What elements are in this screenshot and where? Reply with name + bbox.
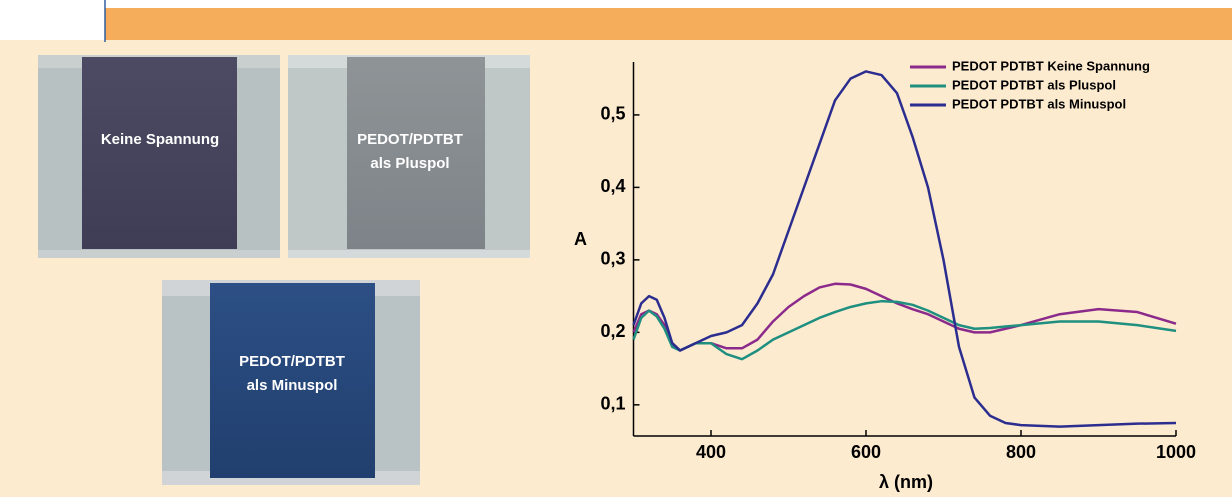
y-tick-label: 0,1 — [600, 394, 625, 414]
photo-label: PEDOT/PDTBT — [357, 131, 463, 148]
x-tick-label: 800 — [1006, 442, 1036, 462]
x-tick-label: 1000 — [1156, 442, 1196, 462]
x-axis-label: λ (nm) — [879, 472, 933, 492]
x-tick-label: 600 — [851, 442, 881, 462]
legend-label: PEDOT PDTBT als Minuspol — [952, 96, 1126, 111]
photo-label: PEDOT/PDTBT — [239, 353, 345, 370]
photo-label: als Minuspol — [247, 377, 338, 394]
legend-label: PEDOT PDTBT als Pluspol — [952, 77, 1116, 92]
photo-label: Keine Spannung — [101, 131, 219, 148]
top-strip — [0, 0, 1232, 8]
header-left — [0, 8, 105, 40]
header-bar — [105, 8, 1232, 40]
y-tick-label: 0,4 — [600, 176, 625, 196]
photo-label: als Pluspol — [370, 155, 449, 172]
page: {"photos": [ {"lines": ["Keine Spannung"… — [0, 0, 1232, 502]
photo — [38, 55, 280, 258]
y-tick-label: 0,2 — [600, 321, 625, 341]
y-tick-label: 0,5 — [600, 104, 625, 124]
y-axis-label: A — [574, 229, 587, 249]
slide: Keine Spannung PEDOT/PDTBT als Pluspol P… — [0, 0, 1232, 497]
legend-label: PEDOT PDTBT Keine Spannung — [952, 58, 1150, 73]
x-tick-label: 400 — [696, 442, 726, 462]
y-tick-label: 0,3 — [600, 249, 625, 269]
